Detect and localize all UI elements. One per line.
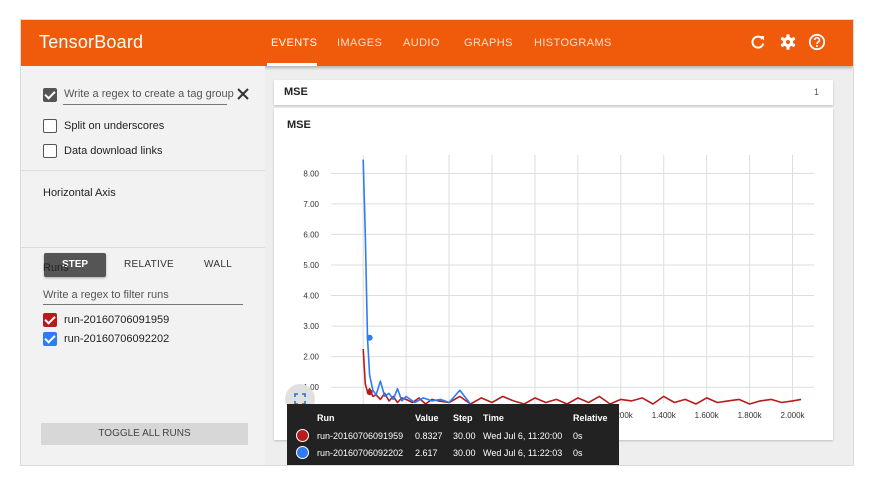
expand-icon — [294, 393, 306, 405]
tab-graphs[interactable]: GRAPHS — [464, 37, 513, 49]
tooltip-header-value: Value — [415, 413, 439, 423]
chart-plot[interactable]: 1.002.003.004.005.006.007.008.000.000200… — [274, 108, 833, 440]
tab-audio[interactable]: AUDIO — [403, 37, 440, 49]
y-tick-label: 8.00 — [303, 169, 319, 178]
y-tick-label: 6.00 — [303, 230, 319, 239]
run-color-swatch — [296, 446, 309, 459]
relative-button[interactable]: RELATIVE — [124, 259, 175, 270]
toggle-all-runs-button[interactable]: TOGGLE ALL RUNS — [41, 423, 248, 445]
close-icon[interactable] — [237, 88, 249, 100]
tag-group-checkbox[interactable] — [43, 88, 57, 102]
x-tick-label: 1.200k — [609, 411, 634, 420]
category-title: MSE — [284, 86, 308, 98]
divider — [21, 247, 265, 248]
run-filter-input[interactable]: Write a regex to filter runs — [43, 289, 169, 301]
chart-card: MSE 1.002.003.004.005.006.007.008.000.00… — [274, 108, 833, 440]
run-label: run-20160706091959 — [64, 314, 170, 326]
tab-images[interactable]: IMAGES — [337, 37, 383, 49]
y-tick-label: 3.00 — [303, 322, 319, 331]
category-header[interactable]: MSE 1 — [274, 80, 833, 105]
series-line — [362, 159, 472, 405]
tooltip-relative: 0s — [573, 448, 583, 458]
x-tick-label: 2.000k — [781, 411, 806, 420]
y-tick-label: 5.00 — [303, 261, 319, 270]
y-tick-label: 1.00 — [303, 383, 319, 392]
tooltip-time: Wed Jul 6, 11:20:00 — [483, 431, 563, 441]
sidebar: Write a regex to create a tag group Spli… — [21, 66, 265, 465]
tooltip-header-run: Run — [317, 413, 335, 423]
run-checkbox[interactable] — [43, 332, 57, 346]
data-download-label: Data download links — [64, 145, 163, 157]
tooltip-header-relative: Relative — [573, 413, 608, 423]
split-underscores-label: Split on underscores — [64, 120, 165, 132]
data-download-checkbox[interactable] — [43, 144, 57, 158]
run-filter-underline — [43, 304, 243, 305]
y-tick-label: 7.00 — [303, 200, 319, 209]
top-app-bar: TensorBoard EVENTS IMAGES AUDIO GRAPHS H… — [21, 20, 853, 66]
tab-events[interactable]: EVENTS — [271, 37, 318, 49]
help-icon[interactable] — [807, 31, 827, 53]
x-tick-label: 1.600k — [695, 411, 720, 420]
settings-icon[interactable] — [778, 31, 798, 53]
tooltip-value: 2.617 — [415, 448, 438, 458]
tag-group-input-underline — [63, 104, 227, 105]
highlight-point — [366, 389, 373, 396]
tooltip-time: Wed Jul 6, 11:22:03 — [483, 448, 563, 458]
tab-histograms[interactable]: HISTOGRAMS — [534, 37, 612, 49]
tooltip-run-name: run-20160706091959 — [317, 431, 404, 441]
tooltip-header-step: Step — [453, 413, 473, 423]
tooltip-step: 30.00 — [453, 448, 476, 458]
split-underscores-checkbox[interactable] — [43, 119, 57, 133]
run-checkbox[interactable] — [43, 313, 57, 327]
highlight-point — [366, 334, 373, 341]
tooltip-value: 0.8327 — [415, 431, 443, 441]
tooltip-header-time: Time — [483, 413, 504, 423]
run-color-swatch — [296, 429, 309, 442]
app-title: TensorBoard — [39, 32, 144, 52]
y-tick-label: 4.00 — [303, 292, 319, 301]
tensorboard-window: TensorBoard EVENTS IMAGES AUDIO GRAPHS H… — [21, 20, 853, 465]
tooltip-run-name: run-20160706092202 — [317, 448, 404, 458]
tooltip-step: 30.00 — [453, 431, 476, 441]
chart-title: MSE — [287, 119, 311, 131]
refresh-icon[interactable] — [748, 31, 768, 53]
x-tick-label: 1.800k — [738, 411, 763, 420]
active-tab-indicator — [267, 63, 317, 66]
category-count: 1 — [813, 87, 819, 97]
run-label: run-20160706092202 — [64, 333, 170, 345]
horizontal-axis-title: Horizontal Axis — [43, 187, 116, 199]
tag-group-input[interactable]: Write a regex to create a tag group — [64, 88, 234, 100]
y-tick-label: 2.00 — [303, 353, 319, 362]
wall-button[interactable]: WALL — [204, 259, 233, 270]
x-tick-label: 1.400k — [652, 411, 677, 420]
divider — [21, 170, 265, 171]
tooltip-relative: 0s — [573, 431, 583, 441]
chart-tooltip: Run Value Step Time Relative run-2016070… — [287, 404, 619, 465]
series-line — [362, 348, 802, 405]
step-button[interactable]: STEP — [44, 253, 106, 277]
runs-title: Runs — [43, 262, 69, 274]
